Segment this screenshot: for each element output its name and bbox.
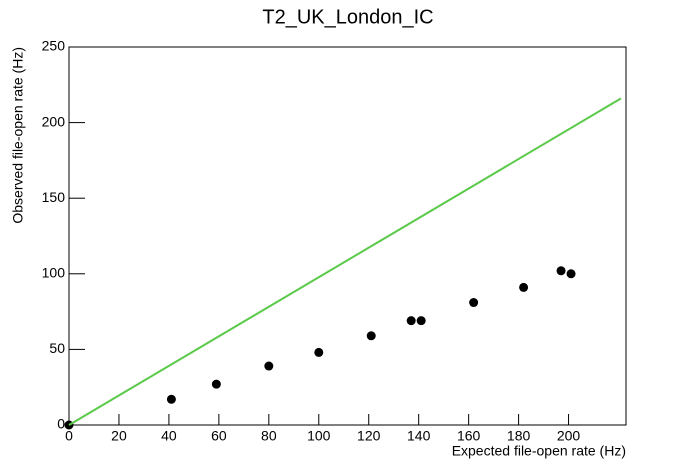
- x-tick-label: 140: [407, 428, 431, 444]
- point: [556, 266, 566, 276]
- point: [166, 394, 176, 404]
- chart-title: T2_UK_London_IC: [262, 6, 433, 28]
- plot-frame: [68, 46, 627, 426]
- y-tick-label: 100: [42, 265, 66, 281]
- point: [366, 331, 376, 341]
- x-tick-label: 100: [307, 428, 331, 444]
- y-tick-label: 200: [42, 113, 66, 129]
- y-tick-label: 150: [42, 189, 66, 205]
- x-tick-label: 0: [65, 428, 73, 444]
- x-tick-label: 180: [507, 428, 531, 444]
- x-tick-label: 20: [111, 428, 127, 444]
- y-axis-label: Observed file-open rate (Hz): [10, 47, 26, 224]
- point: [314, 347, 324, 357]
- point: [264, 361, 274, 371]
- x-tick-label: 120: [357, 428, 381, 444]
- x-tick-label: 160: [457, 428, 481, 444]
- x-tick-label: 40: [161, 428, 177, 444]
- point: [416, 316, 426, 326]
- point: [519, 282, 529, 292]
- point: [469, 298, 479, 308]
- x-tick-label: 80: [261, 428, 277, 444]
- x-tick-label: 60: [211, 428, 227, 444]
- y-tick-label: 50: [49, 340, 65, 356]
- point: [406, 316, 416, 326]
- line: [68, 97, 622, 426]
- x-axis-label: Expected file-open rate (Hz): [452, 443, 626, 459]
- x-tick-label: 200: [557, 428, 581, 444]
- y-tick-label: 0: [57, 416, 65, 432]
- point: [566, 269, 576, 279]
- y-tick-label: 250: [42, 38, 66, 54]
- point: [211, 379, 221, 389]
